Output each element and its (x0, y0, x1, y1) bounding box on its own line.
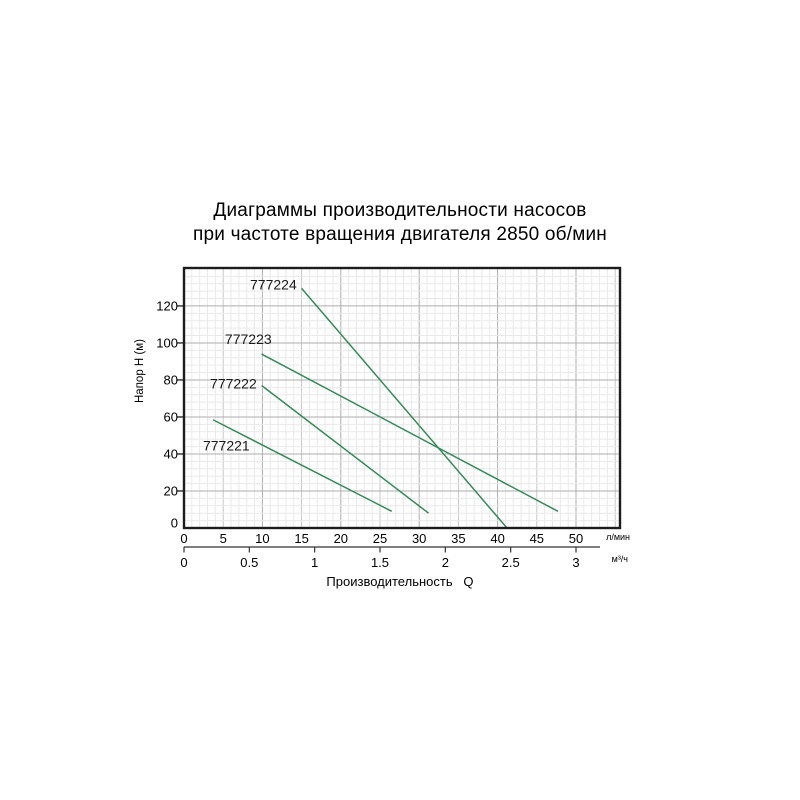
x-tick-label-m3h: 0 (180, 555, 187, 570)
x-tick-label-lpm: 25 (373, 531, 387, 546)
series-line-777223 (261, 353, 559, 513)
series-line-777222 (261, 384, 430, 514)
x-axis-unit-m3h: м³/ч (612, 554, 629, 564)
y-tick-label: 40 (164, 446, 178, 461)
x-tick-label-lpm: 45 (530, 531, 544, 546)
y-tick-label: 60 (164, 409, 178, 424)
chart-title-line1: Диаграммы производительности насосов (213, 200, 587, 221)
y-tick-label: 20 (164, 483, 178, 498)
x-tick-label-m3h: 1.5 (371, 555, 389, 570)
x-tick-label-lpm: 15 (294, 531, 308, 546)
x-tick-label-lpm: 50 (569, 531, 583, 546)
series-label-777222: 777222 (210, 376, 257, 392)
y-tick-label: 120 (156, 298, 178, 313)
y-axis-title: Напор Н (м) (134, 339, 146, 403)
plot-border (182, 266, 622, 530)
x-tick-label-m3h: 1 (311, 555, 318, 570)
x-axis-title: Производительность Q (326, 574, 473, 589)
x-tick-label-m3h: 2.5 (502, 555, 520, 570)
x-tick-label-m3h: 3 (572, 555, 579, 570)
x-tick-label-lpm: 30 (412, 531, 426, 546)
x-tick-label-m3h: 0.5 (240, 555, 258, 570)
x-tick-label-lpm: 20 (334, 531, 348, 546)
x-tick-label-lpm: 0 (180, 531, 187, 546)
x-tick-label-lpm: 35 (451, 531, 465, 546)
series-label-777221: 777221 (203, 438, 250, 454)
x-tick-label-lpm: 40 (490, 531, 504, 546)
y-tick-label: 80 (164, 372, 178, 387)
x-tick-label-lpm: 10 (255, 531, 269, 546)
series-line-777221 (212, 419, 393, 513)
x-tick-label-m3h: 2 (442, 555, 449, 570)
x-axis-unit-lpm: л/мин (606, 532, 630, 542)
y-tick-label: 0 (171, 516, 178, 531)
x-tick-label-lpm: 5 (220, 531, 227, 546)
series-line-777224 (301, 287, 508, 529)
y-tick-label: 100 (156, 335, 178, 350)
series-label-777224: 777224 (250, 277, 297, 293)
chart-title-line2: при частоте вращения двигателя 2850 об/м… (193, 224, 607, 245)
chart-title: Диаграммы производительности насосов при… (0, 199, 800, 247)
plot-background (184, 268, 620, 528)
series-label-777223: 777223 (225, 331, 272, 347)
